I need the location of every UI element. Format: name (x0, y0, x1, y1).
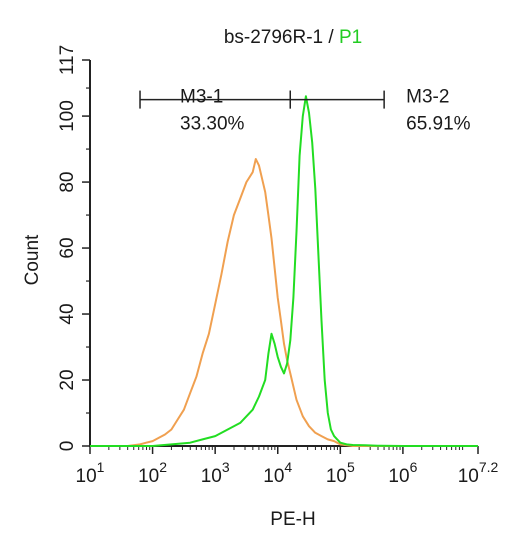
y-tick-label: 40 (57, 303, 78, 324)
x-axis-ticks: 101 102 103 104 105 106 107.2 (76, 446, 499, 487)
marker-gates: M3-1 33.30% M3-2 65.91% (139, 87, 471, 135)
x-tick-base: 10 (138, 466, 159, 487)
x-tick-label: 104 (263, 459, 292, 487)
title-sample: bs-2796R-1 (224, 27, 323, 48)
x-tick-base: 10 (76, 466, 97, 487)
x-tick-label: 103 (201, 459, 230, 487)
x-tick-label: 101 (76, 459, 105, 487)
x-tick-exponent: 4 (284, 459, 292, 475)
x-tick-exponent: 7.2 (479, 459, 499, 475)
x-tick-exponent: 1 (97, 459, 105, 475)
x-tick-base: 10 (201, 466, 222, 487)
marker-percent: 33.30% (180, 114, 245, 135)
x-tick-label: 105 (326, 459, 355, 487)
x-tick-exponent: 6 (410, 459, 418, 475)
marker-name: M3-1 (180, 87, 223, 108)
y-tick-label: 80 (57, 171, 78, 192)
series-lines (90, 95, 478, 447)
y-tick-label: 60 (57, 237, 78, 258)
y-tick-label: 117 (57, 45, 78, 75)
marker-percent: 65.91% (406, 114, 471, 135)
x-tick-label: 106 (388, 459, 417, 487)
series-line-sample (90, 95, 478, 447)
y-tick-label: 0 (57, 441, 78, 452)
y-axis-label: Count (22, 234, 43, 285)
x-tick-base: 10 (388, 466, 409, 487)
x-tick-base: 10 (458, 466, 479, 487)
marker-name: M3-2 (406, 87, 449, 108)
x-tick-label: 102 (138, 459, 167, 487)
x-tick-exponent: 3 (222, 459, 230, 475)
x-tick-base: 10 (326, 466, 347, 487)
x-tick-base: 10 (263, 466, 284, 487)
x-tick-label: 107.2 (458, 459, 499, 487)
y-tick-label: 20 (57, 369, 78, 390)
x-tick-exponent: 5 (347, 459, 355, 475)
series-line-control (90, 158, 478, 447)
x-tick-exponent: 2 (159, 459, 167, 475)
title-separator: / (323, 27, 339, 48)
x-axis-label: PE-H (270, 509, 315, 530)
title-gate: P1 (339, 27, 362, 48)
chart-title: bs-2796R-1 / P1 (224, 27, 362, 48)
y-axis-ticks: 0 20 40 60 80 100 117 (57, 45, 90, 451)
y-tick-label: 100 (57, 100, 78, 132)
